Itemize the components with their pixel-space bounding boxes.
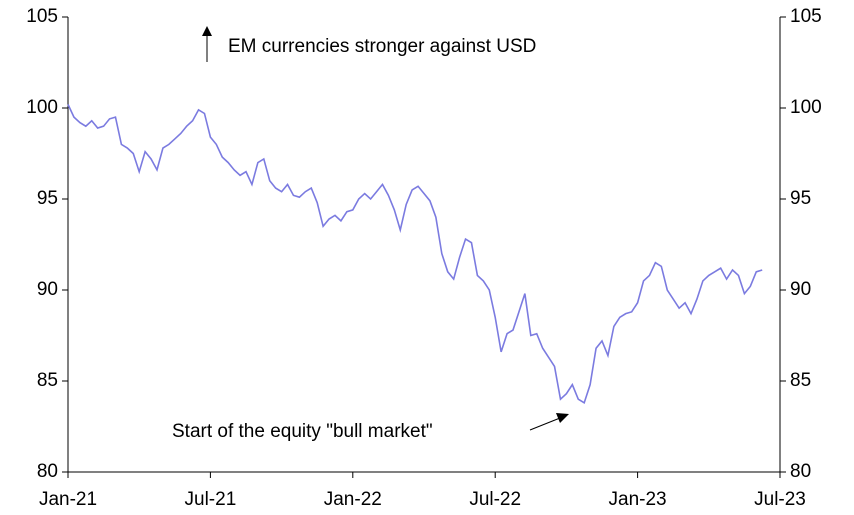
y2-tick-label: 85 bbox=[790, 370, 811, 391]
annotation-top: EM currencies stronger against USD bbox=[202, 26, 536, 62]
x-tick-label: Jan-22 bbox=[324, 489, 382, 510]
arrow bbox=[529, 417, 561, 431]
x-tick-label: Jul-21 bbox=[185, 489, 237, 510]
annotation: EM currencies stronger against USD bbox=[228, 36, 536, 57]
y-tick-label: 105 bbox=[26, 6, 58, 27]
y2-tick-label: 90 bbox=[790, 279, 811, 300]
y-tick-label: 95 bbox=[37, 188, 58, 209]
arrowhead bbox=[202, 26, 212, 36]
y-tick-label: 80 bbox=[37, 461, 58, 482]
y2-tick-label: 80 bbox=[790, 461, 811, 482]
arrowhead bbox=[556, 413, 569, 423]
y2-tick-label: 105 bbox=[790, 6, 822, 27]
y-tick-label: 85 bbox=[37, 370, 58, 391]
y-tick-label: 90 bbox=[37, 279, 58, 300]
y-tick-label: 100 bbox=[26, 97, 58, 118]
line bbox=[67, 104, 763, 405]
annotation-bottom: Start of the equity "bull market" bbox=[172, 413, 569, 442]
x-tick-label: Jan-21 bbox=[39, 489, 97, 510]
x-tick-label: Jan-23 bbox=[609, 489, 667, 510]
y2-tick-label: 100 bbox=[790, 97, 822, 118]
annotation: Start of the equity "bull market" bbox=[172, 421, 433, 442]
y2-tick-label: 95 bbox=[790, 188, 811, 209]
x-tick-label: Jul-22 bbox=[469, 489, 521, 510]
x-tick-label: Jul-23 bbox=[754, 489, 806, 510]
